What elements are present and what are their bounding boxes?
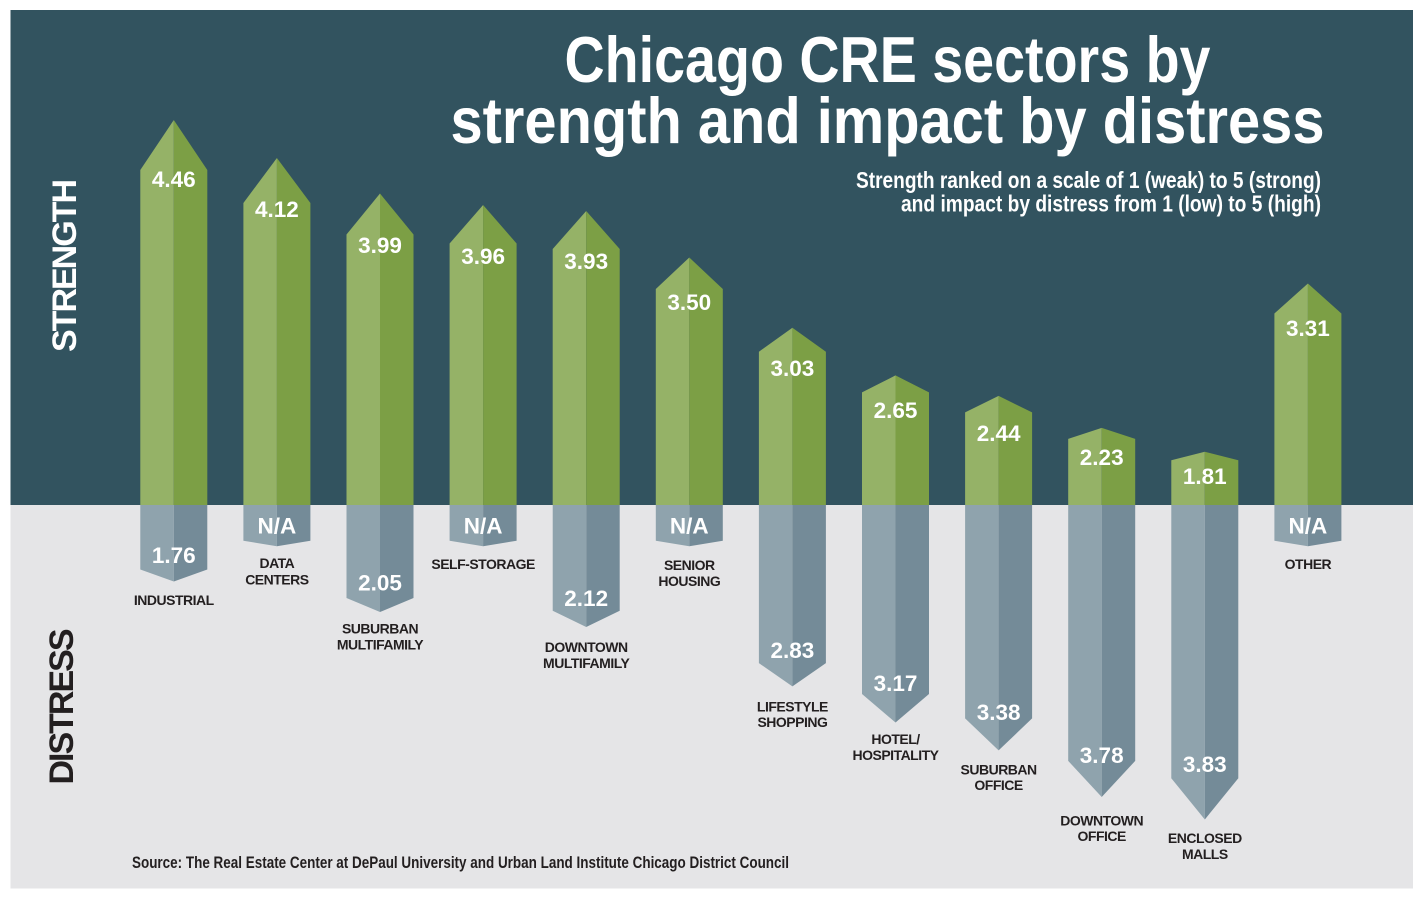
svg-text:2.23: 2.23	[1080, 445, 1124, 470]
svg-text:HOSPITALITY: HOSPITALITY	[852, 747, 939, 763]
svg-text:Strength ranked on a scale of: Strength ranked on a scale of 1 (weak) t…	[856, 167, 1321, 193]
svg-text:and impact by distress from 1: and impact by distress from 1 (low) to 5…	[901, 191, 1321, 217]
svg-text:1.76: 1.76	[152, 543, 196, 568]
svg-text:N/A: N/A	[464, 514, 503, 539]
svg-text:3.17: 3.17	[874, 671, 918, 696]
svg-text:2.05: 2.05	[358, 571, 402, 596]
svg-text:N/A: N/A	[670, 514, 709, 539]
svg-text:3.03: 3.03	[771, 356, 815, 381]
svg-text:STRENGTH: STRENGTH	[46, 181, 84, 352]
svg-text:3.83: 3.83	[1183, 752, 1227, 777]
svg-text:2.12: 2.12	[564, 586, 608, 611]
svg-text:MULTIFAMILY: MULTIFAMILY	[543, 655, 630, 671]
svg-text:N/A: N/A	[258, 514, 297, 539]
svg-text:HOUSING: HOUSING	[658, 573, 720, 589]
svg-text:N/A: N/A	[1289, 514, 1328, 539]
svg-text:3.31: 3.31	[1286, 316, 1330, 341]
svg-text:SELF-STORAGE: SELF-STORAGE	[431, 556, 535, 572]
svg-text:1.81: 1.81	[1183, 464, 1227, 489]
svg-text:4.12: 4.12	[255, 197, 299, 222]
svg-text:3.78: 3.78	[1080, 743, 1124, 768]
svg-text:DISTRESS: DISTRESS	[43, 629, 81, 784]
svg-text:CENTERS: CENTERS	[245, 571, 309, 587]
svg-text:3.99: 3.99	[358, 233, 402, 258]
svg-text:MULTIFAMILY: MULTIFAMILY	[337, 637, 424, 653]
svg-text:2.65: 2.65	[874, 398, 918, 423]
svg-text:Source: The Real Estate Center: Source: The Real Estate Center at DePaul…	[132, 854, 789, 872]
svg-text:3.38: 3.38	[977, 700, 1021, 725]
svg-text:INDUSTRIAL: INDUSTRIAL	[134, 592, 215, 608]
svg-text:MALLS: MALLS	[1182, 846, 1228, 862]
svg-text:DOWNTOWN: DOWNTOWN	[545, 639, 628, 655]
svg-text:4.46: 4.46	[152, 167, 196, 192]
svg-text:SENIOR: SENIOR	[664, 557, 715, 573]
svg-text:DATA: DATA	[259, 555, 294, 571]
svg-text:ENCLOSED: ENCLOSED	[1168, 830, 1242, 846]
svg-text:3.50: 3.50	[667, 290, 711, 315]
svg-text:DOWNTOWN: DOWNTOWN	[1060, 813, 1143, 829]
svg-text:OFFICE: OFFICE	[1078, 828, 1126, 844]
svg-text:2.83: 2.83	[771, 638, 815, 663]
svg-text:3.93: 3.93	[564, 249, 608, 274]
svg-text:SUBURBAN: SUBURBAN	[961, 762, 1038, 778]
svg-text:OTHER: OTHER	[1285, 556, 1332, 572]
svg-text:OFFICE: OFFICE	[974, 777, 1022, 793]
svg-text:2.44: 2.44	[977, 421, 1021, 446]
svg-text:SHOPPING: SHOPPING	[757, 714, 828, 730]
svg-text:SUBURBAN: SUBURBAN	[342, 621, 419, 637]
svg-text:HOTEL/: HOTEL/	[871, 731, 920, 747]
svg-text:3.96: 3.96	[461, 244, 505, 269]
svg-text:Chicago CRE sectors by: Chicago CRE sectors by	[565, 23, 1211, 96]
svg-text:LIFESTYLE: LIFESTYLE	[757, 699, 828, 715]
svg-text:strength and impact by distres: strength and impact by distress	[451, 84, 1325, 157]
